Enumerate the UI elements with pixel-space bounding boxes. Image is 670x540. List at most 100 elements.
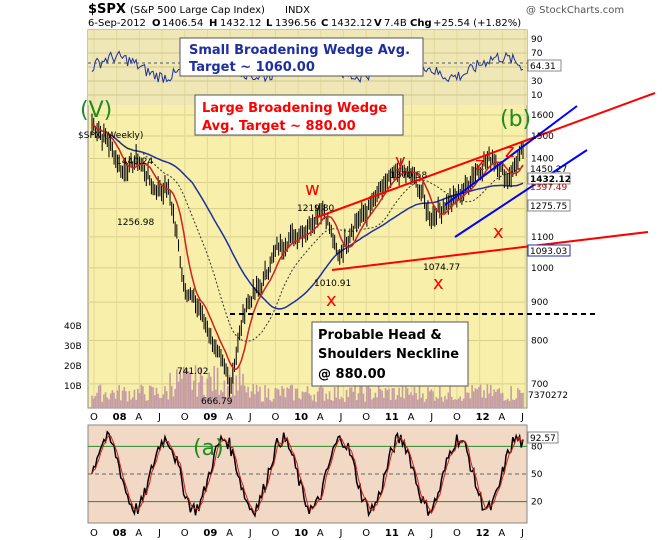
volume-bar: [316, 391, 319, 408]
volume-bar: [101, 401, 103, 408]
x-tick-label: O: [453, 412, 461, 423]
volume-bar: [422, 393, 424, 408]
large-wedge-box: [194, 94, 404, 136]
sma-slow-line: [91, 123, 524, 310]
volume-bar: [508, 401, 511, 408]
volume-label: V: [374, 18, 382, 29]
right-label-box-4: [527, 199, 571, 212]
volume-bar: [265, 397, 268, 408]
volume-bar: [281, 386, 283, 408]
volume-bar: [432, 391, 434, 408]
volume-bar: [288, 388, 290, 408]
x-tick-label: J: [339, 412, 343, 423]
osc-x-tick-label: A: [135, 528, 142, 539]
rsi-tick-label: 70: [531, 49, 543, 59]
volume-bar: [126, 401, 129, 408]
volume-bar: [152, 387, 154, 408]
volume-bar: [260, 401, 263, 408]
volume-bar: [359, 385, 361, 408]
x-tick-label: O: [181, 412, 189, 423]
volume-tick-label: 30B: [64, 342, 82, 352]
volume-bar: [267, 388, 270, 408]
volume-bar: [116, 390, 119, 408]
volume-bar: [108, 399, 110, 408]
osc-x-tick-label: J: [520, 528, 524, 539]
open-label: O: [152, 18, 161, 29]
volume-bar: [305, 392, 307, 408]
volume-bar: [259, 386, 261, 408]
volume-bar: [462, 398, 465, 408]
volume-bar: [489, 384, 492, 408]
volume-bar: [383, 397, 385, 408]
price-tick-label: 1100: [531, 233, 554, 243]
current-price-box: [527, 172, 571, 185]
volume-bar: [401, 385, 404, 408]
volume-bar: [123, 387, 126, 408]
large-wedge-lower-line: [331, 231, 649, 271]
x-tick-label: J: [429, 412, 433, 423]
volume-bar: [415, 392, 417, 408]
volume-bar: [169, 372, 171, 408]
volume-bar: [437, 398, 439, 408]
osc-x-tick-label: J: [157, 528, 161, 539]
volume-bar: [293, 400, 295, 408]
volume-bar: [199, 367, 202, 408]
volume-bar: [282, 388, 285, 408]
volume-bar: [456, 399, 458, 408]
volume-bar: [272, 398, 275, 408]
volume-bar: [381, 390, 383, 408]
small-wedge-text-2: Target ~ 1060.00: [189, 60, 315, 75]
right-label-5: 1093.03: [530, 247, 567, 257]
volume-bar: [271, 401, 273, 408]
osc-current-value: 92.57: [530, 434, 556, 444]
osc-x-tick-label: 09: [203, 528, 217, 539]
volume-bar: [449, 384, 451, 408]
x-tick-label: A: [498, 412, 505, 423]
price-label-1370: 1370.58: [390, 171, 427, 181]
osc-x-tick-label: 10: [294, 528, 308, 539]
volume-bar: [481, 397, 484, 408]
volume-bar: [215, 389, 217, 408]
osc-x-tick-label: J: [339, 528, 343, 539]
osc-x-tick-label: O: [453, 528, 461, 539]
x-tick-label: 12: [476, 412, 490, 423]
volume-bar: [498, 388, 501, 408]
volume-bar: [420, 397, 422, 408]
volume-bar: [125, 391, 127, 408]
volume-bar: [360, 384, 363, 408]
volume-bar: [372, 397, 375, 408]
volume-bar: [284, 397, 287, 408]
volume-bar: [245, 392, 248, 408]
x-tick-label: J: [157, 412, 161, 423]
high-label: H: [209, 18, 217, 29]
small-wedge-text-1: Small Broadening Wedge Avg.: [189, 43, 410, 58]
osc-x-tick-label: A: [498, 528, 505, 539]
volume-bar: [352, 391, 355, 408]
volume-bar: [191, 389, 193, 408]
volume-bar: [237, 390, 239, 408]
volume-bar: [264, 385, 266, 408]
wave-label-a: (a): [193, 436, 224, 461]
volume-tick-label: 10B: [64, 382, 82, 392]
volume-bar: [427, 387, 429, 408]
volume-bar: [257, 391, 260, 408]
price-label-1219: 1219.80: [297, 204, 334, 214]
volume-bar: [410, 392, 412, 408]
volume-bar: [337, 385, 339, 408]
volume-bar: [313, 394, 316, 408]
volume-bar: [501, 392, 504, 408]
x-tick-label: A: [226, 412, 233, 423]
volume-bar: [201, 375, 204, 408]
volume-bar: [186, 368, 188, 408]
volume-bar: [345, 389, 348, 408]
volume-bar: [367, 385, 370, 408]
osc-x-tick-label: O: [362, 528, 370, 539]
osc-x-tick-label: 12: [476, 528, 490, 539]
volume-bar: [104, 392, 107, 408]
osc-x-tick-label: A: [317, 528, 324, 539]
volume-bar: [452, 400, 455, 408]
volume-bar: [423, 401, 426, 408]
volume-bar: [138, 393, 141, 408]
volume-bar: [167, 399, 170, 408]
volume-bar: [147, 400, 149, 408]
